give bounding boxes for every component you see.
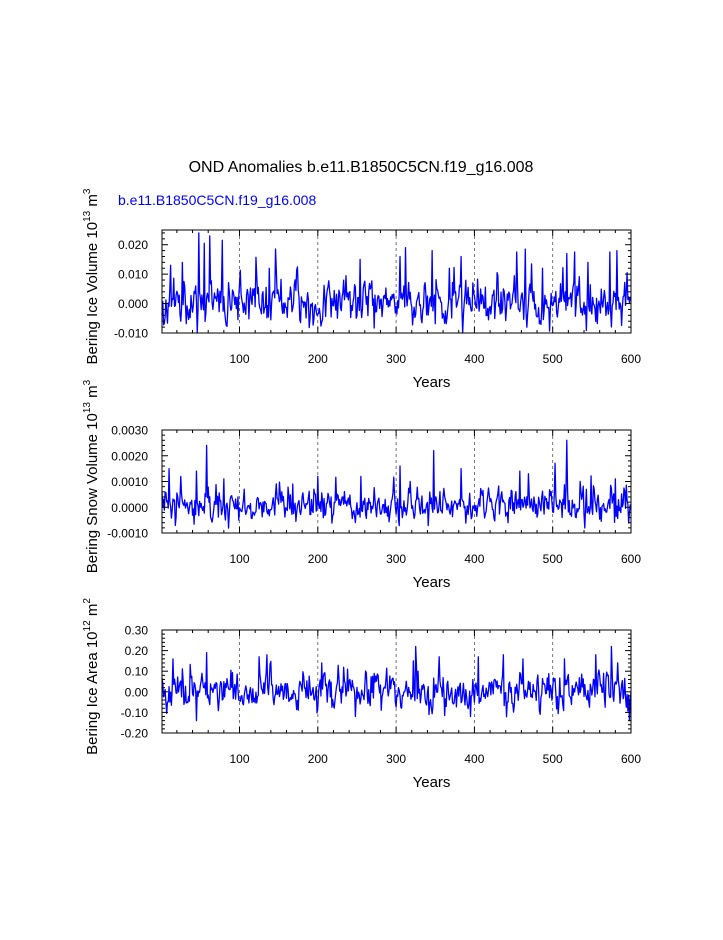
x-tick-label: 400: [464, 552, 484, 566]
y-tick-label: 0.0000: [111, 501, 148, 515]
x-tick-label: 500: [543, 352, 563, 366]
y-tick-label: 0.20: [125, 644, 149, 658]
panel-snow-volume: 100 200 300 400 500 600 -0.0010 0.0000 0.0010 0.0…: [82, 379, 641, 591]
series-legend-label: b.e11.B1850C5CN.f19_g16.008: [118, 192, 316, 208]
y-tick-label: 0.000: [118, 297, 148, 311]
y-tick-label: -0.0010: [107, 527, 148, 541]
series-line-ice-area: [161, 645, 632, 722]
panel-ice-volume: 100 200 300 400 500 600 -0.010 0.000 0.010 0.020 Y…: [82, 188, 641, 391]
y-axis-label: Bering Snow Volume 1013 m3: [82, 379, 101, 573]
x-tick-label: 600: [621, 752, 641, 766]
plot-frame: [161, 229, 632, 334]
y-axis-label: Bering Ice Area 1012 m2: [82, 598, 101, 755]
y-tick-label: 0.0030: [111, 424, 148, 438]
y-tick-label: -0.20: [121, 727, 149, 741]
y-tick-label: 0.10: [125, 665, 149, 679]
figure-title: OND Anomalies b.e11.B1850C5CN.f19_g16.00…: [189, 159, 534, 176]
y-tick-label: 0.0010: [111, 475, 148, 489]
y-tick-label: 0.00: [125, 685, 149, 699]
panel-ice-area: 100 200 300 400 500 600 -0.20 -0.10 0.00 0.10 0.20…: [82, 598, 641, 791]
series-line-ice-volume: [161, 232, 632, 334]
x-tick-label: 600: [621, 552, 641, 566]
y-tick-label: -0.10: [121, 706, 149, 720]
x-tick-label: 500: [543, 752, 563, 766]
y-axis-label: Bering Ice Volume 1013 m3: [82, 188, 101, 364]
x-tick-label: 100: [229, 352, 249, 366]
x-axis-label: Years: [413, 774, 451, 791]
x-tick-label: 500: [543, 552, 563, 566]
x-tick-label: 200: [308, 352, 328, 366]
x-tick-label: 300: [386, 352, 406, 366]
y-tick-label: 0.0020: [111, 449, 148, 463]
x-tick-label: 100: [229, 752, 249, 766]
y-tick-label: 0.30: [125, 624, 149, 638]
chart-panels: 100 200 300 400 500 600 -0.010 0.000 0.010 0.020 Y…: [82, 188, 641, 791]
x-tick-label: 600: [621, 352, 641, 366]
series-line-snow-volume: [161, 439, 632, 529]
x-axis-label: Years: [413, 574, 451, 591]
x-tick-label: 200: [308, 552, 328, 566]
x-axis-label: Years: [413, 374, 451, 391]
x-tick-label: 400: [464, 752, 484, 766]
x-tick-label: 300: [386, 752, 406, 766]
y-tick-label: 0.010: [118, 268, 148, 282]
plot-frame: [161, 429, 632, 534]
x-tick-label: 300: [386, 552, 406, 566]
x-tick-label: 100: [229, 552, 249, 566]
y-tick-label: 0.020: [118, 238, 148, 252]
x-tick-label: 200: [308, 752, 328, 766]
x-tick-label: 400: [464, 352, 484, 366]
y-tick-label: -0.010: [114, 327, 148, 341]
